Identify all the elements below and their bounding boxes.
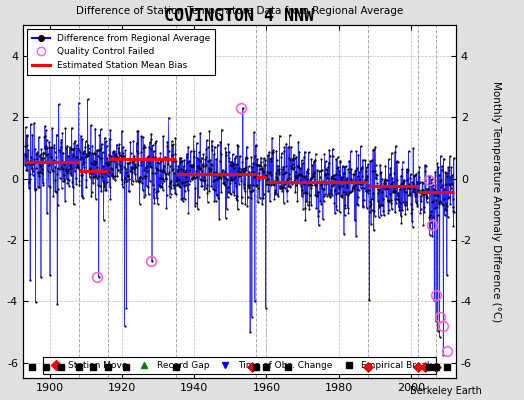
Text: Difference of Station Temperature Data from Regional Average: Difference of Station Temperature Data f… bbox=[76, 6, 403, 16]
Title: COVINGTON 4 NNW: COVINGTON 4 NNW bbox=[165, 7, 314, 25]
Legend: Station Move, Record Gap, Time of Obs. Change, Empirical Break: Station Move, Record Gap, Time of Obs. C… bbox=[43, 358, 436, 374]
Text: Berkeley Earth: Berkeley Earth bbox=[410, 386, 482, 396]
Y-axis label: Monthly Temperature Anomaly Difference (°C): Monthly Temperature Anomaly Difference (… bbox=[492, 81, 501, 322]
